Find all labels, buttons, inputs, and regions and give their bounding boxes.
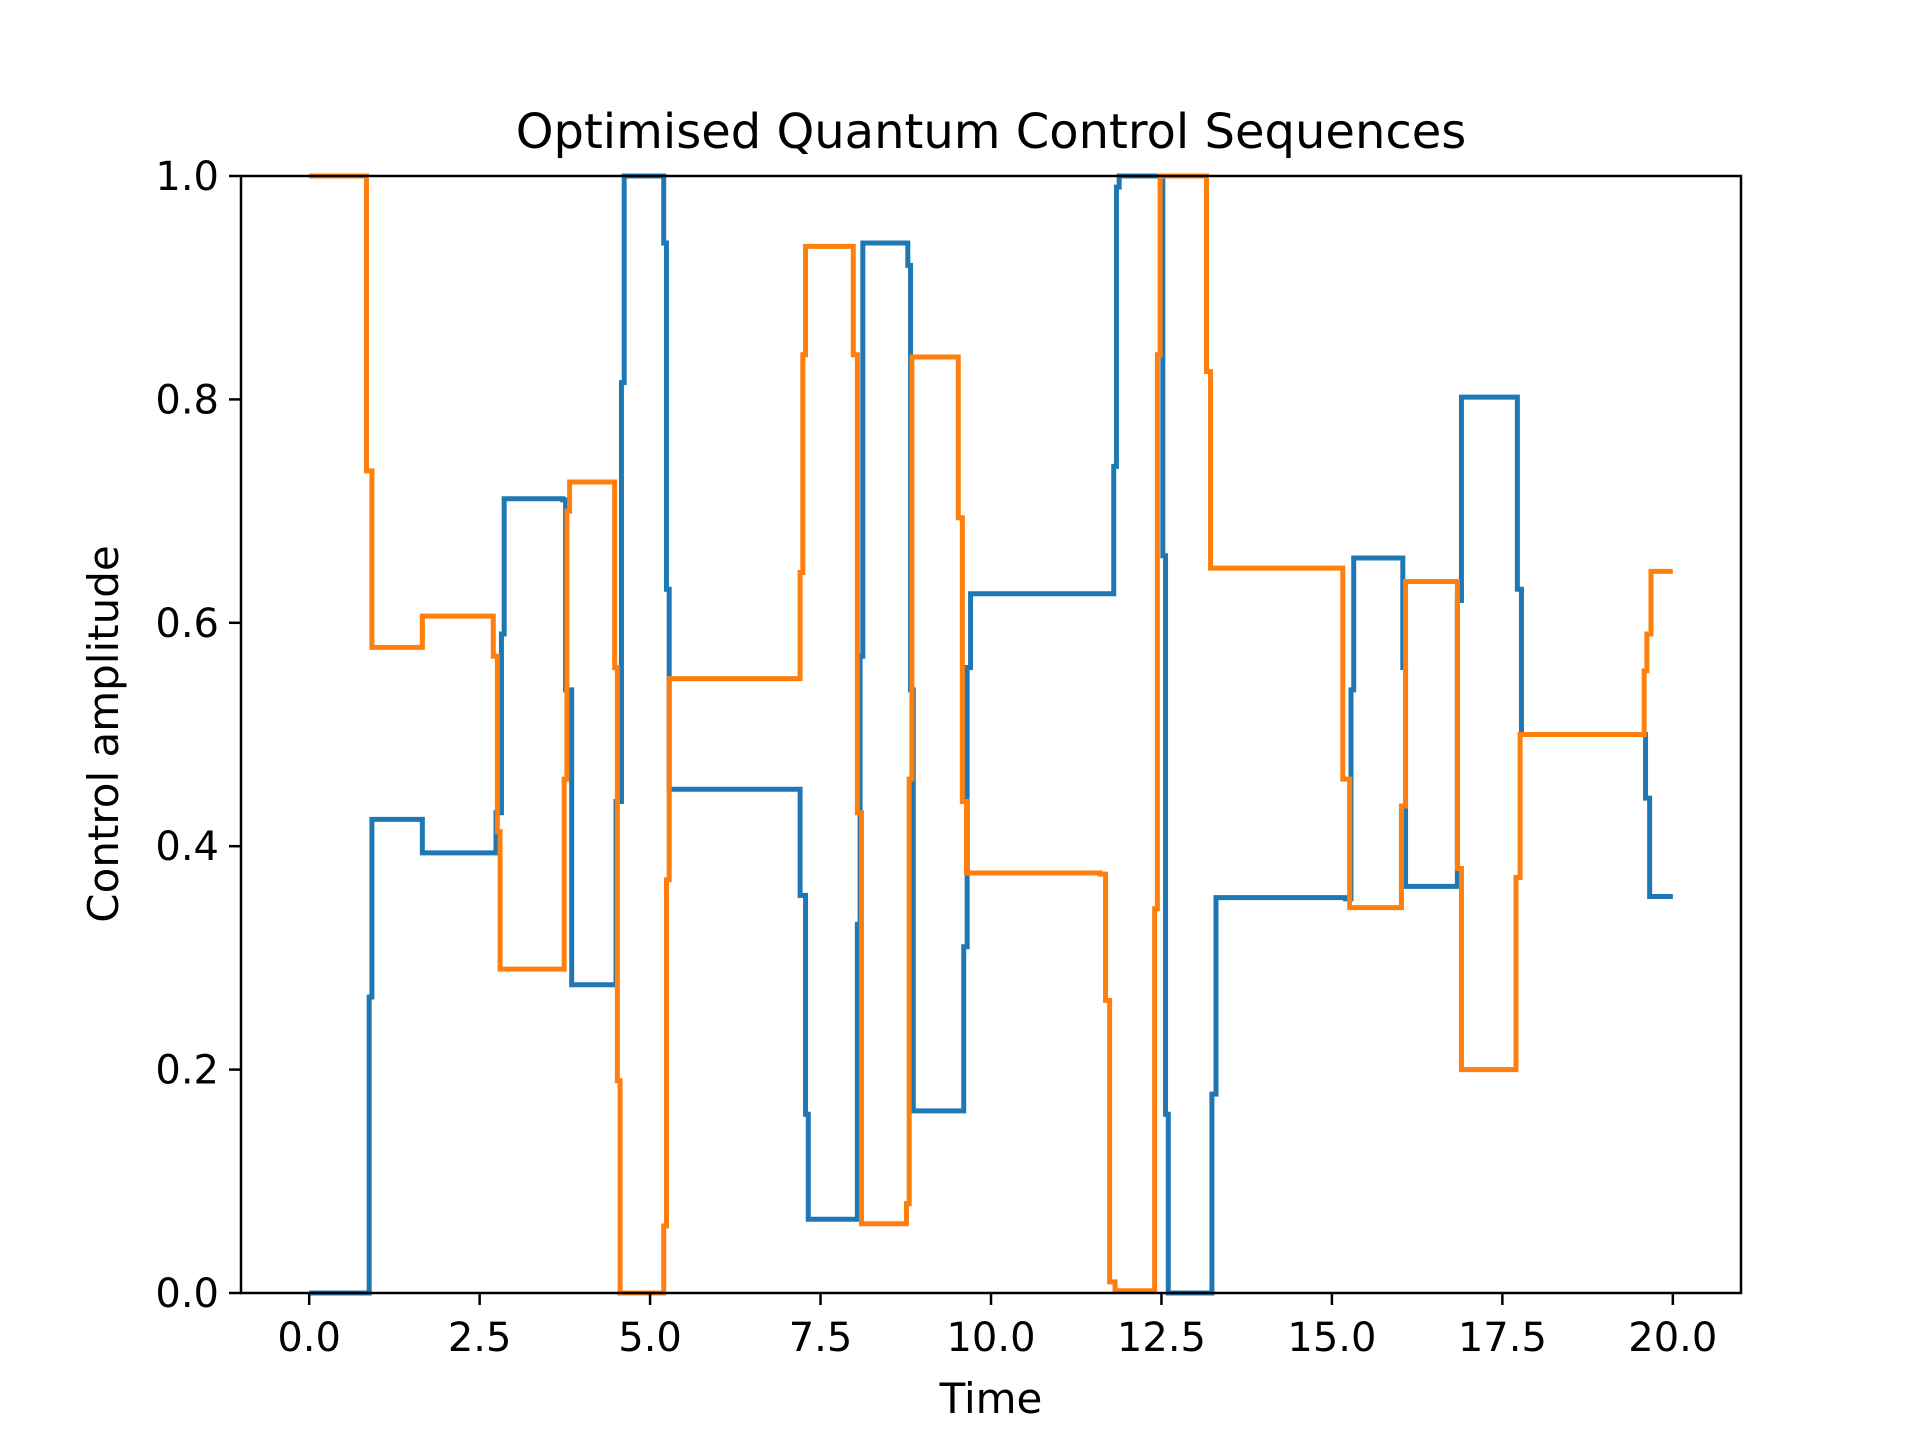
y-tick-label: 0.8 bbox=[155, 377, 219, 423]
y-tick-label: 0.6 bbox=[155, 601, 219, 647]
chart-title: Optimised Quantum Control Sequences bbox=[516, 104, 1467, 160]
x-tick-label: 7.5 bbox=[789, 1315, 853, 1361]
x-tick-label: 12.5 bbox=[1117, 1315, 1206, 1361]
x-axis-ticks: 0.0 2.5 5.0 7.5 10.0 12.5 15.0 17.5 20.0 bbox=[277, 1293, 1717, 1361]
y-tick-label: 1.0 bbox=[155, 154, 219, 200]
x-tick-label: 2.5 bbox=[448, 1315, 512, 1361]
x-tick-label: 10.0 bbox=[946, 1315, 1035, 1361]
x-tick-label: 5.0 bbox=[618, 1315, 682, 1361]
y-tick-label: 0.2 bbox=[155, 1048, 219, 1094]
x-tick-label: 0.0 bbox=[277, 1315, 341, 1361]
y-axis-ticks: 0.0 0.2 0.4 0.6 0.8 1.0 bbox=[155, 154, 241, 1317]
series-line-2 bbox=[309, 173, 1673, 1296]
series-layer bbox=[309, 173, 1673, 1296]
x-axis-label: Time bbox=[939, 1374, 1043, 1423]
y-axis-label: Control amplitude bbox=[79, 545, 128, 922]
x-tick-label: 17.5 bbox=[1458, 1315, 1547, 1361]
x-tick-label: 20.0 bbox=[1628, 1315, 1717, 1361]
y-tick-label: 0.4 bbox=[155, 824, 219, 870]
y-tick-label: 0.0 bbox=[155, 1271, 219, 1317]
x-tick-label: 15.0 bbox=[1287, 1315, 1376, 1361]
